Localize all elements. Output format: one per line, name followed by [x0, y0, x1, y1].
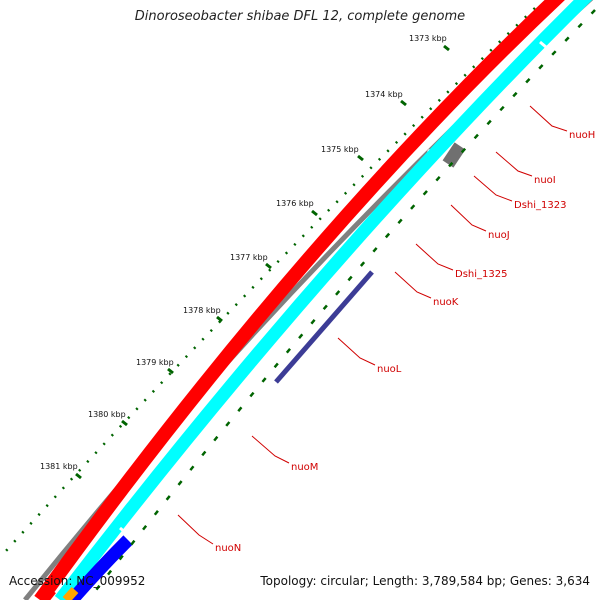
tick-label: 1378 kbp — [183, 306, 221, 315]
tick-label: 1373 kbp — [409, 34, 447, 43]
backbone-inner — [30, 0, 598, 600]
genome-map: 1373 kbp 1374 kbp 1375 kbp 1376 kbp 1377… — [0, 0, 600, 600]
reverse-cds-track — [60, 0, 588, 600]
tick-label: 1381 kbp — [40, 462, 78, 471]
gene-label-nuoJ: nuoJ — [488, 230, 510, 241]
tick-label: 1380 kbp — [88, 410, 126, 419]
gene-label-Dshi_1323: Dshi_1323 — [514, 200, 566, 211]
tick-label: 1376 kbp — [276, 199, 314, 208]
gene-label-nuoH: nuoH — [569, 130, 595, 141]
gene-leader-lines — [178, 106, 567, 544]
red-feature-bottom — [44, 590, 52, 600]
gene-label-nuoN: nuoN — [215, 543, 241, 554]
genome-summary-text: Topology: circular; Length: 3,789,584 bp… — [260, 574, 590, 588]
gene-label-nuoM: nuoM — [291, 462, 318, 473]
gene-label-nuoI: nuoI — [534, 175, 556, 186]
gene-label-nuoK: nuoK — [433, 297, 459, 308]
tick-label: 1379 kbp — [136, 358, 174, 367]
tick-label: 1377 kbp — [230, 253, 268, 262]
kbp-tick-labels: 1373 kbp 1374 kbp 1375 kbp 1376 kbp 1377… — [40, 34, 447, 471]
accession-text: Accession: NC_009952 — [9, 574, 145, 588]
gene-label-nuoL: nuoL — [377, 364, 402, 375]
tick-label: 1375 kbp — [321, 145, 359, 154]
kbp-ticks — [76, 46, 449, 478]
gene-label-Dshi_1325: Dshi_1325 — [455, 269, 507, 280]
tick-label: 1374 kbp — [365, 90, 403, 99]
